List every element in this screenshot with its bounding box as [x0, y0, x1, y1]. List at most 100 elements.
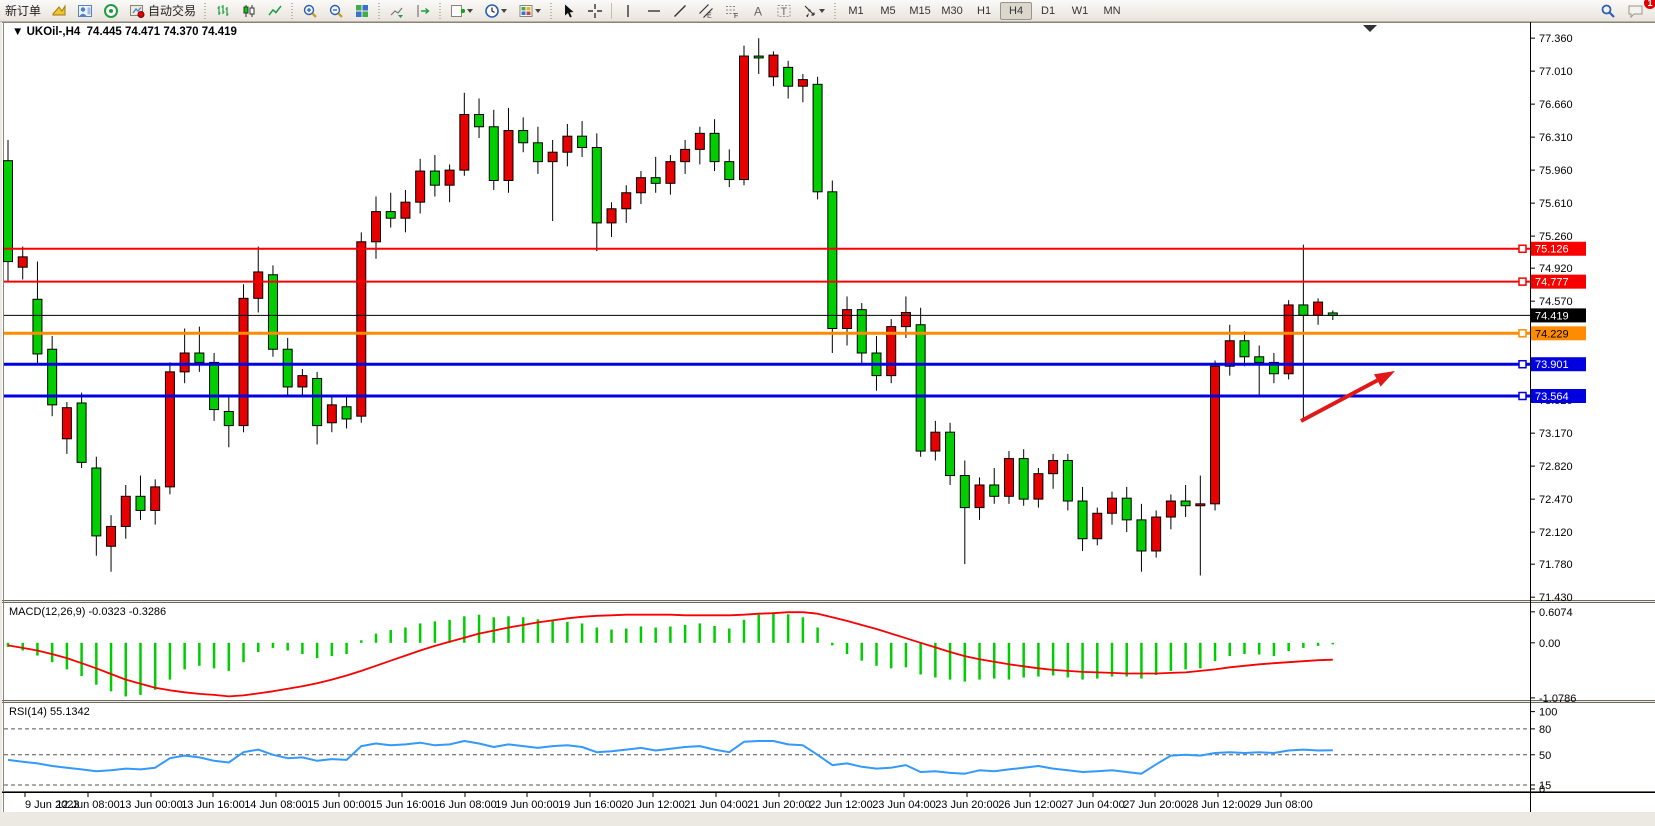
price-axis[interactable]: 77.360 77.010 76.660 76.310 75.960 75.610 75.2…: [1530, 22, 1586, 812]
crosshair-icon: [588, 3, 603, 18]
svg-text:76.660: 76.660: [1539, 99, 1573, 111]
macd-signal-value: -0.3286: [128, 606, 167, 618]
chart-bars-button[interactable]: [210, 0, 236, 21]
chevron-down-icon: [466, 9, 473, 16]
cursor-tool-button[interactable]: [556, 0, 582, 21]
svg-text:71.430: 71.430: [1539, 592, 1573, 604]
svg-text:E: E: [707, 12, 712, 19]
arrows-tool-button[interactable]: [797, 0, 831, 21]
channel-tool-button[interactable]: E: [693, 0, 719, 21]
svg-text:76.310: 76.310: [1539, 132, 1573, 144]
trendline-tool-button[interactable]: [667, 0, 693, 21]
tf-button-M5[interactable]: M5: [880, 4, 896, 17]
svg-text:14 Jun 08:00: 14 Jun 08:00: [244, 799, 308, 811]
hline-tool-button[interactable]: [641, 0, 667, 21]
autotrading-icon: [130, 4, 145, 18]
text-label-icon: T: [777, 4, 791, 18]
vline-tool-button[interactable]: [615, 0, 641, 21]
toolbar-grip: [203, 2, 209, 19]
horizontal-line-icon: [648, 9, 661, 12]
arrows-icon: [804, 5, 815, 17]
chart-shift-button[interactable]: [410, 0, 436, 21]
macd-indicator-label: MACD(12,26,9) -0.0323 -0.3286: [9, 606, 167, 618]
chart-candles-button[interactable]: [236, 0, 262, 21]
chart-title[interactable]: ▼ UKOil-,H4 74.445 74.471 74.370 74.419: [12, 26, 237, 38]
notifications-button[interactable]: 1: [1621, 0, 1655, 21]
svg-text:21 Jun 04:00: 21 Jun 04:00: [684, 799, 748, 811]
tf-button-D1[interactable]: D1: [1041, 4, 1056, 17]
new-order-button[interactable]: 新订单: [0, 0, 46, 21]
tile-windows-icon: [356, 4, 369, 17]
autotrading-button[interactable]: 自动交易: [124, 0, 201, 21]
svg-text:15: 15: [1539, 780, 1551, 792]
svg-text:28 Jun 12:00: 28 Jun 12:00: [1186, 799, 1250, 811]
svg-text:73.564: 73.564: [1535, 391, 1569, 403]
svg-text:23 Jun 04:00: 23 Jun 04:00: [872, 799, 936, 811]
templates-icon: [519, 4, 533, 17]
svg-text:29 Jun 08:00: 29 Jun 08:00: [1249, 799, 1313, 811]
cursor-icon: [565, 4, 574, 17]
chart-line-button[interactable]: [262, 0, 288, 21]
chevron-down-icon: [534, 9, 541, 16]
zoom-in-button[interactable]: [297, 0, 323, 21]
market-watch-icon: [52, 3, 66, 15]
rsi-value: 55.1342: [49, 706, 90, 718]
chevron-down-icon: [500, 9, 507, 16]
text-label-tool-button[interactable]: T: [771, 0, 797, 21]
svg-text:77.360: 77.360: [1539, 33, 1573, 45]
tf-button-MN[interactable]: MN: [1103, 4, 1121, 17]
tf-button-W1[interactable]: W1: [1071, 4, 1089, 17]
tf-button-M15[interactable]: M15: [909, 4, 931, 17]
fibonacci-tool-button[interactable]: F: [719, 0, 745, 21]
svg-text:0.6074: 0.6074: [1539, 607, 1573, 619]
templates-button[interactable]: [513, 0, 547, 21]
svg-text:71.780: 71.780: [1539, 559, 1573, 571]
tf-button-M1[interactable]: M1: [848, 4, 864, 17]
svg-text:27 Jun 20:00: 27 Jun 20:00: [1123, 799, 1187, 811]
crosshair-tool-button[interactable]: [582, 0, 608, 21]
svg-text:15 Jun 16:00: 15 Jun 16:00: [370, 799, 434, 811]
fibonacci-icon: F: [726, 5, 738, 19]
zoom-out-button[interactable]: [323, 0, 349, 21]
svg-text:75.960: 75.960: [1539, 165, 1573, 177]
toolbar-grip: [438, 2, 444, 19]
zoom-out-icon: [329, 4, 343, 18]
svg-text:73.901: 73.901: [1535, 359, 1569, 371]
svg-text:72.120: 72.120: [1539, 527, 1573, 539]
svg-text:74.920: 74.920: [1539, 263, 1573, 275]
horizontal-line-objects[interactable]: [4, 244, 1530, 401]
auto-scroll-icon: [390, 7, 404, 18]
text-tool-button[interactable]: A: [745, 0, 771, 21]
market-watch-button[interactable]: [46, 0, 72, 21]
svg-text:20 Jun 12:00: 20 Jun 12:00: [621, 799, 685, 811]
chart-background: [2, 22, 1655, 812]
data-window-button[interactable]: [72, 0, 98, 21]
auto-scroll-button[interactable]: [384, 0, 410, 21]
chevron-down-icon: [818, 9, 825, 16]
svg-text:72.820: 72.820: [1539, 461, 1573, 473]
line-chart-icon: [268, 5, 282, 15]
search-button[interactable]: [1595, 0, 1621, 21]
svg-text:74.777: 74.777: [1535, 277, 1569, 289]
data-window-icon: [78, 4, 93, 17]
svg-text:100: 100: [1539, 707, 1557, 719]
collapse-marker-icon: ▼: [12, 26, 24, 38]
indicators-button[interactable]: [445, 0, 479, 21]
tf-button-H1[interactable]: H1: [977, 4, 992, 17]
arrow-annotation[interactable]: [1300, 371, 1395, 423]
tile-windows-button[interactable]: [349, 0, 375, 21]
periods-button[interactable]: [479, 0, 513, 21]
svg-text:50: 50: [1539, 750, 1551, 762]
shift-marker-icon[interactable]: [1363, 25, 1377, 32]
tf-button-H4[interactable]: H4: [1000, 1, 1033, 20]
svg-text:15 Jun 00:00: 15 Jun 00:00: [307, 799, 371, 811]
svg-text:0.00: 0.00: [1539, 638, 1560, 650]
toolbar-grip: [833, 2, 839, 19]
chart-shift-icon: [417, 4, 430, 17]
svg-text:13 Jun 16:00: 13 Jun 16:00: [181, 799, 245, 811]
tf-button-M30[interactable]: M30: [941, 4, 963, 17]
navigator-button[interactable]: [98, 0, 124, 21]
svg-text:0: 0: [1539, 784, 1545, 796]
